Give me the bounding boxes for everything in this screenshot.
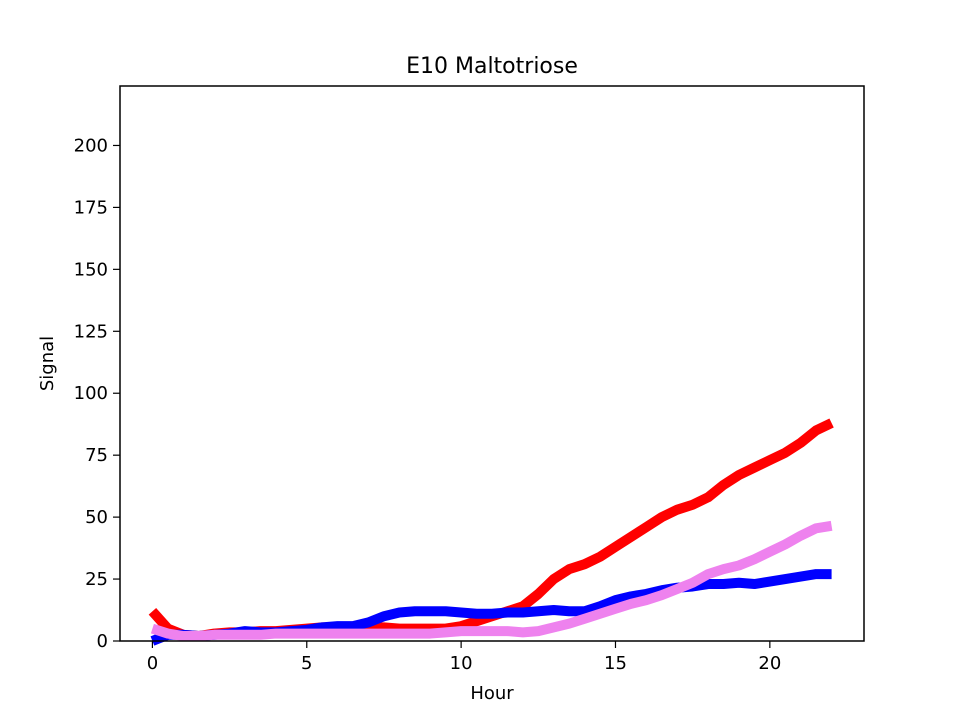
y-axis-label: Signal bbox=[37, 336, 58, 391]
plot-frame bbox=[119, 85, 865, 642]
y-tick-label: 75 bbox=[85, 445, 108, 466]
x-tick-label: 0 bbox=[147, 653, 158, 674]
y-axis-ticks: 0 25 50 75 100 125 150 175 200 bbox=[74, 135, 120, 652]
x-tick-label: 10 bbox=[450, 653, 473, 674]
y-tick-label: 0 bbox=[97, 631, 108, 652]
y-tick-label: 50 bbox=[85, 507, 108, 528]
series-line-1 bbox=[148, 418, 834, 642]
x-tick-label: 20 bbox=[758, 653, 781, 674]
y-tick-label: 175 bbox=[74, 197, 108, 218]
y-tick-label: 100 bbox=[74, 383, 108, 404]
x-axis-ticks: 0 5 10 15 20 bbox=[147, 641, 781, 674]
x-tick-label: 5 bbox=[301, 653, 312, 674]
y-tick-label: 125 bbox=[74, 321, 108, 342]
y-tick-label: 150 bbox=[74, 259, 108, 280]
x-axis-label: Hour bbox=[470, 683, 514, 704]
x-tick-label: 15 bbox=[604, 653, 627, 674]
series-layer bbox=[148, 418, 834, 646]
series-line-3 bbox=[150, 520, 833, 642]
chart-title: E10 Maltotriose bbox=[406, 54, 578, 79]
y-tick-label: 25 bbox=[85, 569, 108, 590]
y-tick-label: 200 bbox=[74, 135, 108, 156]
